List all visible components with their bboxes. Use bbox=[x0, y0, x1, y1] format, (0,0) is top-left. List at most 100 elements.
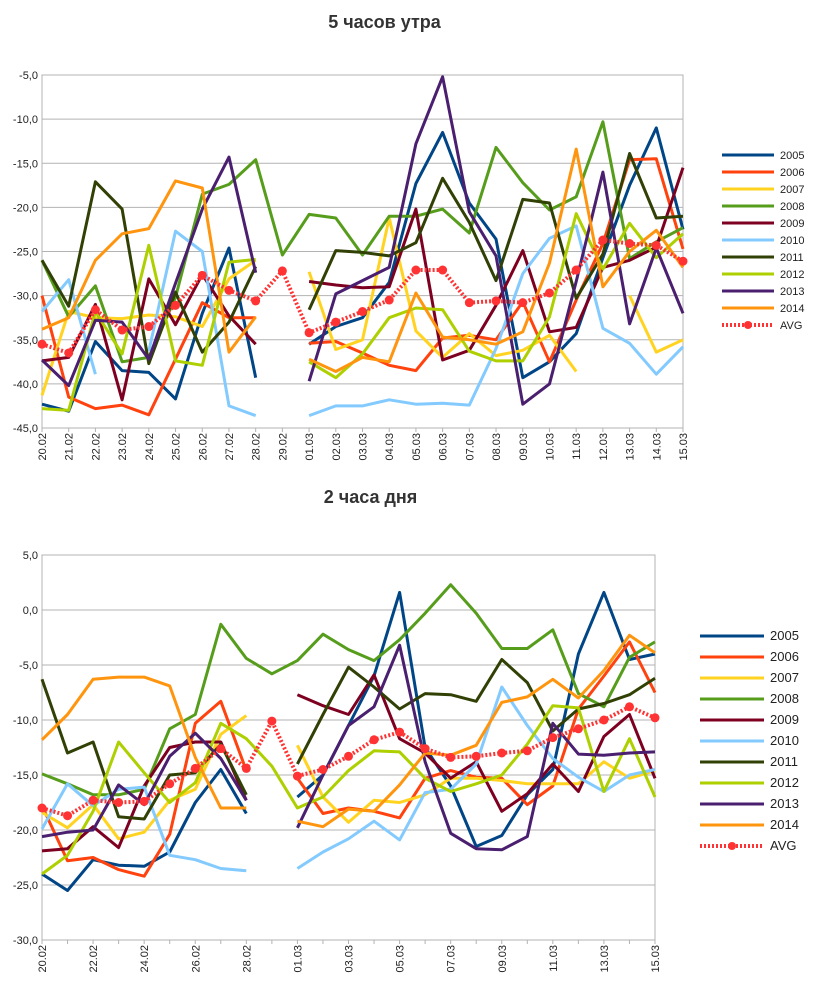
avg-point bbox=[573, 724, 583, 734]
avg-point bbox=[522, 746, 532, 756]
series-line-2014 bbox=[308, 147, 685, 373]
legend-label: 2011 bbox=[780, 252, 804, 264]
legend-label: 2013 bbox=[770, 796, 799, 811]
x-tick-label: 22.02 bbox=[88, 945, 100, 973]
avg-point bbox=[241, 763, 251, 773]
series-2011 bbox=[40, 152, 684, 366]
series-2005 bbox=[41, 590, 656, 892]
y-tick-label: -25,0 bbox=[13, 247, 38, 259]
avg-point bbox=[411, 265, 421, 275]
avg-point bbox=[88, 795, 98, 805]
avg-point bbox=[251, 296, 261, 306]
series-line-2011 bbox=[307, 152, 684, 311]
avg-point bbox=[216, 744, 226, 754]
avg-point bbox=[117, 325, 127, 335]
series-2014 bbox=[40, 633, 656, 829]
chart-title: 2 часа дня bbox=[324, 487, 418, 507]
legend: 2005 2006 2007 2008 2009 2010 2011 2012 2013 2014… bbox=[722, 150, 804, 332]
x-tick-label: 20.02 bbox=[37, 433, 49, 461]
series-line-2007 bbox=[296, 744, 656, 824]
x-tick-label: 03.03 bbox=[344, 945, 356, 973]
series-line-2013 bbox=[40, 155, 258, 388]
x-tick-label: 08.03 bbox=[491, 433, 503, 461]
legend-label: 2012 bbox=[780, 269, 804, 281]
y-tick-label: -25,0 bbox=[13, 880, 38, 892]
x-tick-label: 22.02 bbox=[90, 433, 102, 461]
legend-label: 2008 bbox=[780, 201, 804, 213]
x-tick-label: 24.02 bbox=[144, 433, 156, 461]
avg-point bbox=[292, 771, 302, 781]
y-tick-label: -40,0 bbox=[13, 379, 38, 391]
avg-point bbox=[267, 716, 277, 726]
avg-point bbox=[624, 702, 634, 712]
avg-point bbox=[197, 270, 207, 280]
x-tick-label: 23.02 bbox=[117, 433, 129, 461]
series-line-2011 bbox=[296, 658, 656, 765]
series-2009 bbox=[41, 673, 657, 853]
avg-point bbox=[277, 266, 287, 276]
avg-point bbox=[139, 796, 149, 806]
series-avg bbox=[37, 702, 660, 821]
legend-label: 2007 bbox=[770, 670, 799, 685]
x-tick-label: 01.03 bbox=[292, 945, 304, 973]
x-tick-label: 29.02 bbox=[277, 433, 289, 461]
y-tick-label: -30,0 bbox=[13, 291, 38, 303]
x-tick-label: 09.03 bbox=[497, 945, 509, 973]
series-line-2010 bbox=[308, 224, 685, 418]
legend-label: 2012 bbox=[770, 775, 799, 790]
series-2008 bbox=[41, 583, 656, 797]
series-line-2010 bbox=[147, 229, 257, 418]
series-2010 bbox=[40, 685, 656, 873]
legend-marker bbox=[744, 321, 752, 329]
x-tick-label: 13.03 bbox=[625, 433, 637, 461]
legend-label: 2006 bbox=[770, 649, 799, 664]
series-line-2013 bbox=[296, 643, 656, 852]
x-tick-label: 05.03 bbox=[411, 433, 423, 461]
legend-label: 2011 bbox=[770, 754, 798, 769]
avg-point bbox=[446, 752, 456, 762]
series-line-2008 bbox=[41, 583, 656, 797]
avg-point bbox=[171, 300, 181, 310]
legend-label: 2010 bbox=[780, 235, 804, 247]
avg-point bbox=[395, 727, 405, 737]
series-line-2011 bbox=[40, 678, 248, 821]
x-tick-label: 04.03 bbox=[384, 433, 396, 461]
y-tick-label: -30,0 bbox=[13, 935, 38, 947]
avg-point bbox=[358, 307, 367, 317]
avg-point bbox=[144, 322, 154, 332]
y-tick-label: -35,0 bbox=[13, 335, 38, 347]
y-tick-label: -20,0 bbox=[13, 825, 38, 837]
avg-point bbox=[471, 751, 481, 761]
legend-label: 2006 bbox=[780, 167, 804, 179]
avg-point bbox=[331, 317, 341, 327]
y-tick-label: -5,0 bbox=[19, 70, 38, 82]
series-line-2006 bbox=[40, 699, 248, 878]
legend-label: 2008 bbox=[770, 691, 799, 706]
series-line-2014 bbox=[40, 675, 247, 810]
avg-point bbox=[650, 713, 660, 723]
plot-area bbox=[41, 554, 656, 941]
x-tick-label: 26.02 bbox=[197, 433, 209, 461]
chart-title: 5 часов утра bbox=[328, 12, 442, 32]
legend-label: 2009 bbox=[770, 712, 799, 727]
x-tick-label: 14.03 bbox=[651, 433, 663, 461]
x-tick-label: 05.03 bbox=[395, 945, 407, 973]
x-tick-label: 11.03 bbox=[571, 433, 583, 460]
avg-point bbox=[497, 748, 507, 758]
series-avg bbox=[37, 235, 688, 358]
series-line-2012 bbox=[308, 212, 685, 380]
series-2012 bbox=[41, 704, 657, 876]
avg-point bbox=[544, 288, 554, 298]
series-line-2012 bbox=[41, 704, 657, 876]
legend-label: AVG bbox=[780, 320, 802, 332]
avg-point bbox=[63, 811, 73, 821]
avg-point bbox=[37, 803, 47, 813]
avg-point bbox=[114, 798, 124, 807]
avg-point bbox=[304, 328, 314, 338]
series-line-2010 bbox=[296, 685, 656, 870]
avg-point bbox=[90, 305, 100, 315]
avg-point bbox=[37, 339, 47, 349]
x-tick-label: 24.02 bbox=[139, 945, 151, 973]
y-tick-label: -5,0 bbox=[19, 660, 38, 672]
